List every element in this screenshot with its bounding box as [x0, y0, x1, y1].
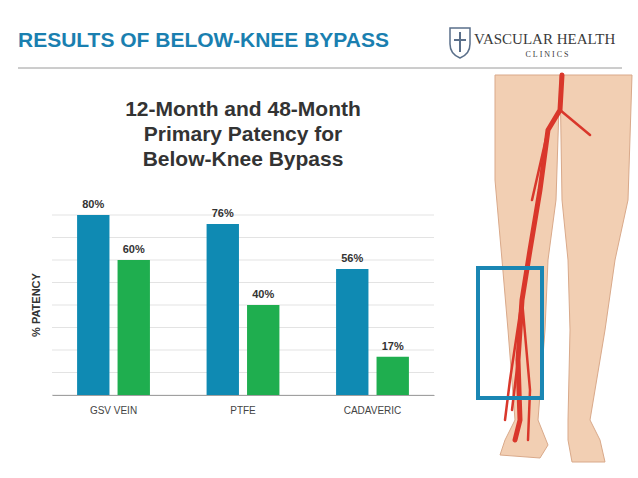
data-label: 40%: [252, 288, 274, 300]
bar: [207, 224, 239, 395]
x-axis-line: [53, 395, 435, 396]
bar: [336, 269, 368, 395]
x-tick: CADAVERIC: [344, 405, 402, 416]
grid: [52, 215, 434, 395]
chart-page: RESULTS OF BELOW-KNEE BYPASS VASCULAR HEA…: [0, 0, 638, 478]
title-line: 12-Month and 48-Month: [125, 97, 361, 120]
bar: [77, 215, 109, 395]
bars: [77, 215, 409, 395]
x-tick-label: PTFE: [230, 405, 256, 416]
highlight-box: [478, 268, 542, 398]
illustration: [478, 75, 632, 462]
logo-text: VASCULAR HEALTH: [474, 31, 615, 47]
y-axis-title: % PATENCY: [30, 272, 42, 336]
x-tick: PTFE: [230, 405, 256, 416]
bar: [118, 260, 150, 395]
leg-shape: [560, 75, 632, 462]
header-rule: [18, 68, 622, 69]
logo-icon: [450, 28, 470, 58]
x-tick: GSV VEIN: [90, 405, 137, 416]
data-label: 60%: [123, 243, 145, 255]
artery: [515, 75, 562, 440]
bar: [247, 305, 279, 395]
data-label: 56%: [341, 252, 363, 264]
data-labels: 80% 76% 56% 60% 40% 17%: [82, 198, 404, 352]
title-line: Below-Knee Bypass: [143, 147, 344, 170]
x-axis: GSV VEIN PTFE CADAVERIC: [53, 396, 435, 417]
x-tick-label: GSV VEIN: [90, 405, 137, 416]
data-label: 17%: [382, 340, 404, 352]
artery-branch: [505, 110, 590, 440]
logo-icon-cross: [454, 32, 466, 52]
chart-title: 12-Month and 48-MonthPrimary Patency for…: [125, 97, 361, 170]
data-label: 76%: [212, 207, 234, 219]
page-header: RESULTS OF BELOW-KNEE BYPASS: [18, 28, 389, 51]
logo-subtext: CLINICS: [525, 50, 570, 59]
bar: [377, 357, 409, 395]
data-label: 80%: [82, 198, 104, 210]
x-tick-label: CADAVERIC: [344, 405, 402, 416]
title-line: Primary Patency for: [144, 122, 342, 145]
